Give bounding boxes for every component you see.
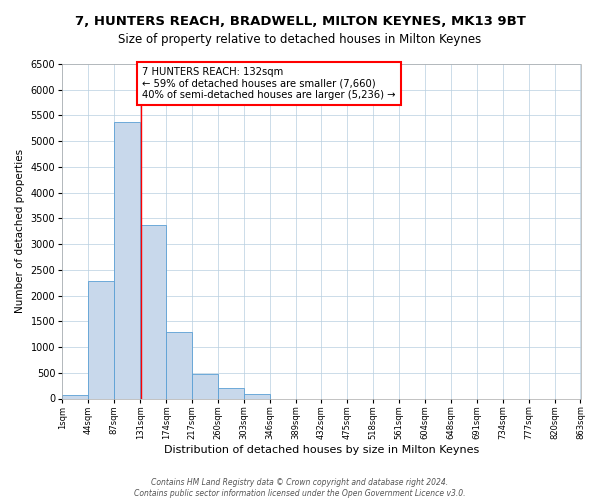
Text: Contains HM Land Registry data © Crown copyright and database right 2024.
Contai: Contains HM Land Registry data © Crown c… [134, 478, 466, 498]
X-axis label: Distribution of detached houses by size in Milton Keynes: Distribution of detached houses by size … [164, 445, 479, 455]
Text: Size of property relative to detached houses in Milton Keynes: Size of property relative to detached ho… [118, 32, 482, 46]
Bar [244, 394, 269, 398]
Y-axis label: Number of detached properties: Number of detached properties [15, 149, 25, 314]
Text: 7 HUNTERS REACH: 132sqm
← 59% of detached houses are smaller (7,660)
40% of semi: 7 HUNTERS REACH: 132sqm ← 59% of detache… [142, 66, 396, 100]
Bar [114, 122, 140, 398]
Bar [140, 224, 166, 398]
Bar [218, 388, 244, 398]
Bar [166, 332, 192, 398]
Bar [62, 394, 88, 398]
Text: 7, HUNTERS REACH, BRADWELL, MILTON KEYNES, MK13 9BT: 7, HUNTERS REACH, BRADWELL, MILTON KEYNE… [74, 15, 526, 28]
Bar [88, 281, 114, 398]
Bar [192, 374, 218, 398]
